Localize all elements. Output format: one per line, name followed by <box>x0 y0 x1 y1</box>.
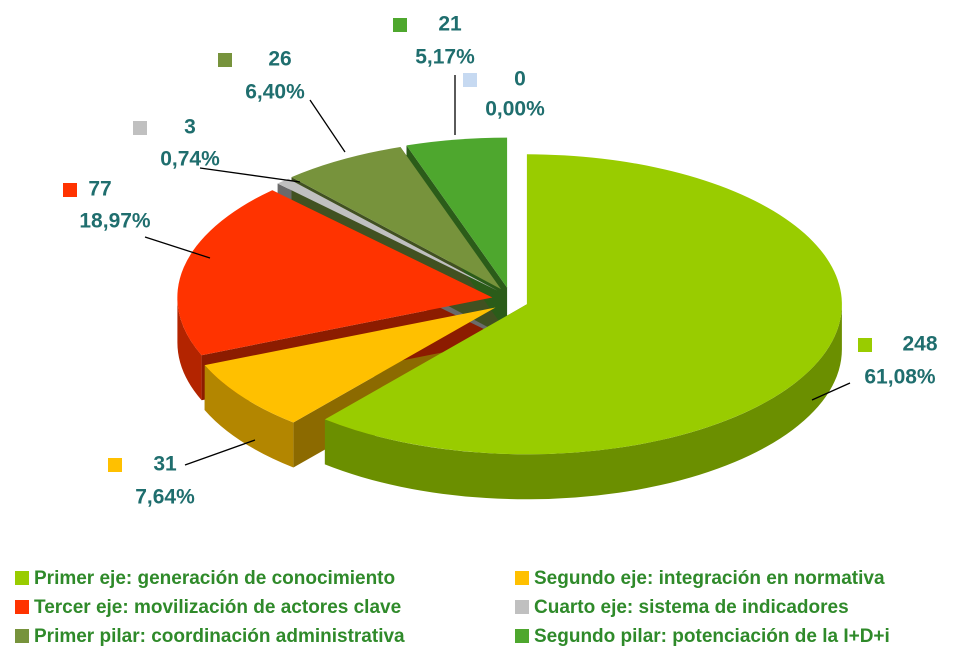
leader-line <box>184 439 256 466</box>
leader-line <box>144 236 211 259</box>
slice-wall <box>204 365 294 468</box>
legend-label: Tercer eje: movilización de actores clav… <box>34 597 401 618</box>
slice <box>324 154 842 455</box>
legend-swatch <box>15 571 29 585</box>
percent-label: 5,17% <box>415 46 475 69</box>
label-swatch <box>858 338 872 352</box>
legend-swatch <box>15 600 29 614</box>
value-label: 248 <box>902 333 937 356</box>
legend-label: Segundo pilar: potenciación de la I+D+i <box>534 626 890 647</box>
label-swatch <box>108 458 122 472</box>
percent-label: 0,00% <box>485 98 545 121</box>
leader-line <box>199 167 301 183</box>
slice-wall <box>324 304 842 500</box>
legend-label: Primer eje: generación de conocimiento <box>34 568 395 589</box>
percent-label: 7,64% <box>135 486 195 509</box>
leader-line <box>309 99 346 153</box>
label-swatch <box>393 18 407 32</box>
legend-swatch <box>15 629 29 643</box>
percent-label: 61,08% <box>864 366 936 389</box>
percent-label: 0,74% <box>160 148 220 171</box>
legend-swatch <box>515 629 529 643</box>
slice <box>291 147 501 290</box>
value-label: 26 <box>268 48 291 71</box>
value-label: 77 <box>88 178 111 201</box>
legend-label: Primer pilar: coordinación administrativ… <box>34 626 405 647</box>
slice <box>177 190 493 356</box>
label-swatch <box>63 183 77 197</box>
slice <box>277 178 498 291</box>
label-swatch <box>218 53 232 67</box>
label-swatch <box>463 73 477 87</box>
value-label: 3 <box>184 116 196 139</box>
legend-swatch <box>515 600 529 614</box>
legend-label: Cuarto eje: sistema de indicadores <box>534 597 849 618</box>
leader-line <box>811 382 851 401</box>
value-label: 31 <box>153 453 177 476</box>
legend-label: Segundo eje: integración en normativa <box>534 568 885 589</box>
label-swatch <box>133 121 147 135</box>
slice <box>204 307 496 423</box>
percent-label: 18,97% <box>79 210 151 233</box>
slice <box>406 137 508 288</box>
value-label: 0 <box>514 68 526 91</box>
value-label: 21 <box>438 13 462 36</box>
legend-swatch <box>515 571 529 585</box>
slice-wall <box>177 297 202 401</box>
percent-label: 6,40% <box>245 81 305 104</box>
